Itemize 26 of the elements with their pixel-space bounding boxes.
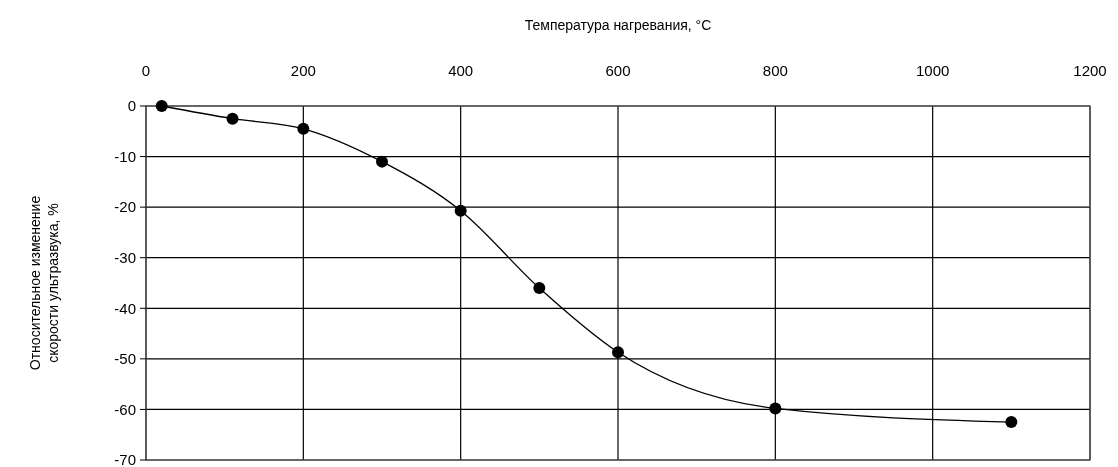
- point: [612, 346, 624, 359]
- point: [454, 204, 467, 217]
- y-tick-label: 0: [127, 97, 136, 115]
- point: [226, 112, 239, 125]
- y-tick-label: -40: [114, 299, 136, 317]
- point: [376, 155, 388, 168]
- y-tick-label: -10: [114, 147, 136, 165]
- x-tick-label: 1000: [915, 62, 950, 79]
- point: [297, 122, 310, 135]
- x-tick-label: 600: [605, 62, 631, 79]
- y-tick-label: -20: [114, 198, 136, 216]
- x-tick-label: 1200: [1073, 62, 1107, 79]
- x-tick-label: 0: [141, 62, 151, 79]
- point: [155, 100, 168, 112]
- x-axis-title: Температура нагревания, °С: [524, 17, 712, 33]
- x-tick-label: 800: [762, 62, 788, 79]
- point: [533, 282, 546, 295]
- y-tick-label: -50: [114, 350, 136, 368]
- y-tick-label: -70: [114, 451, 136, 467]
- y-tick-label: -60: [114, 400, 136, 418]
- x-tick-label: 400: [448, 62, 474, 79]
- y-tick-label: -30: [114, 248, 136, 266]
- point: [1005, 416, 1018, 429]
- point: [769, 402, 782, 415]
- x-tick-label: 200: [290, 62, 316, 79]
- y-axis-title: Относительное изменение скорости ультразвука, %: [27, 195, 61, 371]
